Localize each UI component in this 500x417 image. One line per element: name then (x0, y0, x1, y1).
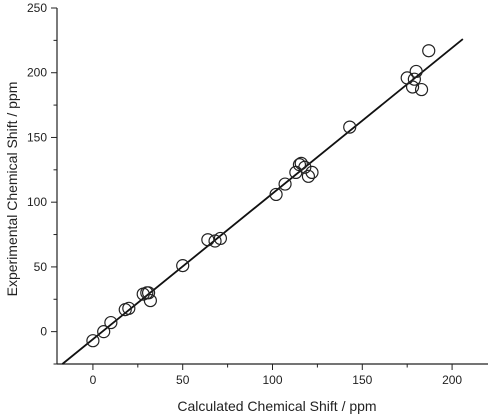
x-tick-label: 200 (442, 373, 462, 387)
data-point (409, 64, 423, 79)
x-axis-label: Calculated Chemical Shift / ppm (177, 398, 376, 414)
data-point (86, 334, 100, 348)
fit-line (61, 38, 464, 365)
y-tick-label: 50 (34, 260, 48, 274)
x-tick-label: 50 (176, 373, 190, 387)
data-point (407, 72, 421, 86)
data-point (104, 315, 118, 330)
y-tick-label: 250 (27, 1, 47, 15)
y-tick-label: 150 (27, 130, 47, 144)
data-point (301, 169, 316, 183)
data-point (97, 325, 111, 339)
y-tick-label: 0 (40, 325, 47, 339)
data-point (422, 44, 436, 58)
data-point (278, 177, 292, 191)
fit-line-group (61, 38, 464, 365)
axes (51, 7, 488, 370)
data-point (122, 301, 136, 315)
data-point (141, 286, 156, 300)
data-point (343, 120, 357, 134)
data-points (86, 44, 436, 348)
data-point (414, 82, 429, 97)
y-tick-label: 200 (27, 66, 47, 80)
data-point (298, 160, 312, 174)
data-point (289, 165, 303, 180)
data-point (405, 80, 420, 94)
x-tick-label: 0 (90, 373, 97, 387)
y-axis-label: Experimental Chemical Shift / ppm (4, 82, 20, 297)
data-point (143, 293, 157, 308)
data-point (201, 233, 215, 247)
data-point (294, 156, 308, 170)
data-point (269, 187, 283, 202)
x-tick-label: 150 (352, 373, 372, 387)
y-tick-label: 100 (27, 195, 47, 209)
data-point (305, 165, 319, 180)
data-point (176, 259, 190, 273)
data-point (213, 231, 228, 246)
x-tick-label: 100 (262, 373, 282, 387)
tick-labels: 0 50 100 150 200 0 50 100 150 200 250 (27, 1, 462, 387)
